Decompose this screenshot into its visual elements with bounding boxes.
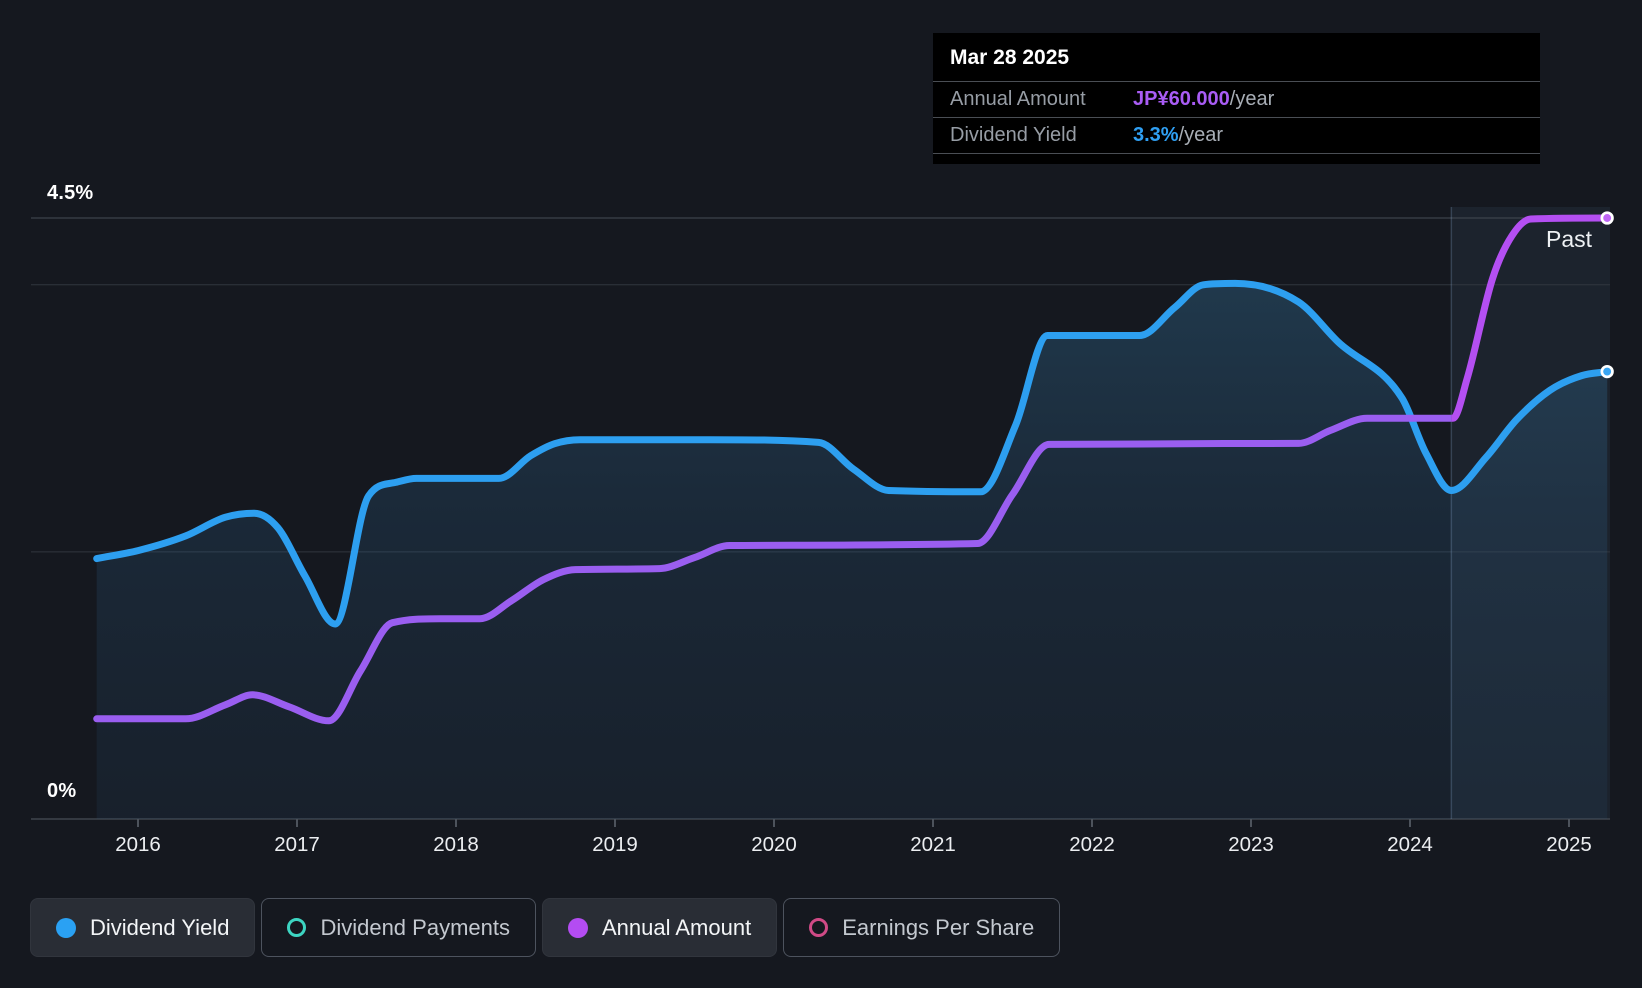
yield-area-fill (96, 283, 1608, 819)
x-tick-label: 2023 (1228, 833, 1274, 856)
y-axis-label-max: 4.5% (47, 182, 94, 204)
annual-amount-line (93, 414, 1452, 725)
x-tick-label: 2025 (1546, 833, 1592, 856)
annual-amount-end-marker (1600, 211, 1614, 225)
legend-item-annual-amount[interactable]: Annual Amount (541, 898, 778, 957)
y-axis-label-min: 0% (47, 780, 77, 802)
tooltip-date: Mar 28 2025 (933, 33, 1540, 82)
tooltip-row-annual-amount: Annual Amount JP¥60.000/year (933, 82, 1540, 118)
annual-amount-line-past (1451, 214, 1611, 422)
legend-item-earnings-per-share[interactable]: Earnings Per Share (783, 898, 1061, 957)
legend-item-dividend-yield[interactable]: Dividend Yield (30, 898, 256, 957)
x-tick-label: 2024 (1387, 833, 1433, 856)
x-tick-label: 2019 (592, 833, 638, 856)
dividend-payments-ring-icon (287, 918, 307, 937)
x-tick-label: 2017 (274, 833, 320, 856)
x-tick-label: 2021 (910, 833, 956, 856)
x-tick-label: 2020 (751, 833, 797, 856)
x-tick-label: 2022 (1069, 833, 1115, 856)
tooltip-label: Dividend Yield (950, 124, 1077, 146)
tooltip-value: JP¥60.000/year (1133, 88, 1275, 110)
x-tick-label: 2018 (433, 833, 479, 856)
past-region-label: Past (1546, 226, 1593, 252)
tooltip-label: Annual Amount (950, 88, 1086, 110)
dividend-yield-line (93, 279, 1611, 628)
dividend-yield-end-marker (1600, 364, 1614, 379)
legend-label: Annual Amount (601, 914, 752, 940)
legend-label: Dividend Payments (320, 914, 510, 940)
legend-label: Dividend Yield (90, 914, 230, 940)
annual-amount-dot-icon (567, 917, 588, 938)
tooltip-row-dividend-yield: Dividend Yield 3.3%/year (933, 118, 1540, 154)
x-tick-label: 2016 (115, 833, 161, 856)
dividend-yield-dot-icon (56, 917, 76, 938)
chart-tooltip: Mar 28 2025 Annual Amount JP¥60.000/year… (933, 33, 1540, 164)
legend-item-dividend-payments[interactable]: Dividend Payments (261, 898, 536, 957)
legend-label: Earnings Per Share (842, 914, 1035, 940)
legend: Dividend Yield Dividend Payments Annual … (30, 898, 1061, 957)
tooltip-value: 3.3%/year (1133, 124, 1224, 146)
earnings-per-share-ring-icon (809, 918, 829, 937)
